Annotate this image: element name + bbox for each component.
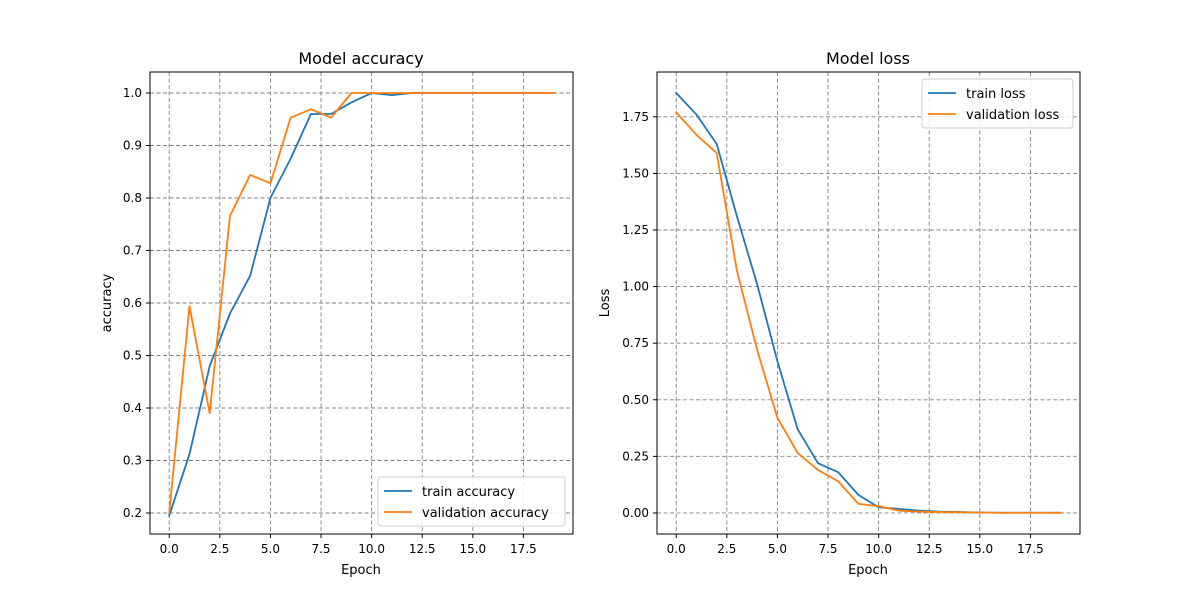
- loss-x-tick-label: 7.5: [818, 542, 837, 556]
- accuracy-series-line-train-accuracy: [168, 92, 555, 517]
- accuracy-y-tick-label: 0.2: [123, 506, 142, 520]
- accuracy-legend-box: [377, 476, 566, 527]
- loss-panel: Model loss Epoch Loss 0.0 2.5 5.0 7.5 10.0 12…: [598, 49, 1081, 578]
- loss-y-tick-label: 0.00: [622, 506, 649, 520]
- accuracy-series-line-validation-accuracy: [168, 92, 555, 514]
- accuracy-y-tick-label: 0.6: [123, 296, 142, 310]
- accuracy-y-tick-label: 0.3: [123, 454, 142, 468]
- loss-x-tick-label: 17.5: [1017, 542, 1044, 556]
- loss-legend: train loss validation loss: [921, 78, 1074, 129]
- loss-series-line-train-loss: [674, 91, 1062, 514]
- loss-x-tick-label: 12.5: [916, 542, 943, 556]
- accuracy-y-tick-label: 0.9: [123, 139, 142, 153]
- accuracy-legend: train accuracy validation accuracy: [377, 476, 566, 527]
- loss-legend-label: validation loss: [966, 108, 1059, 123]
- accuracy-x-tick-label: 15.0: [459, 542, 486, 556]
- accuracy-legend-label: validation accuracy: [422, 506, 549, 521]
- accuracy-y-tick-label: 1.0: [123, 86, 142, 100]
- accuracy-y-tick-label: 0.8: [123, 191, 142, 205]
- loss-legend-label: train loss: [966, 87, 1026, 102]
- accuracy-x-tick-label: 17.5: [510, 542, 537, 556]
- loss-x-axis-label: Epoch: [848, 563, 888, 578]
- loss-legend-box: [921, 78, 1074, 129]
- loss-y-tick-label: 1.25: [622, 223, 649, 237]
- loss-y-tick-label: 0.50: [622, 393, 649, 407]
- loss-y-tick-label: 1.00: [622, 280, 649, 294]
- accuracy-plot-frame: [149, 71, 574, 535]
- accuracy-x-tick-label: 2.5: [210, 542, 229, 556]
- accuracy-x-axis-label: Epoch: [341, 563, 381, 578]
- accuracy-panel: Model accuracy Epoch accuracy 0.0 2.5 5.0 7…: [100, 49, 574, 578]
- loss-y-tick-label: 0.25: [622, 449, 649, 463]
- accuracy-x-tick-label: 0.0: [160, 542, 179, 556]
- accuracy-y-tick-label: 0.4: [123, 401, 142, 415]
- loss-x-tick-label: 2.5: [717, 542, 736, 556]
- loss-y-tick-label: 1.50: [622, 166, 649, 180]
- loss-series-line-validation-loss: [674, 111, 1062, 514]
- loss-chart-title: Model loss: [826, 49, 910, 68]
- loss-x-tick-label: 15.0: [966, 542, 993, 556]
- loss-y-tick-label: 0.75: [622, 336, 649, 350]
- loss-x-tick-label: 10.0: [865, 542, 892, 556]
- accuracy-x-tick-label: 5.0: [261, 542, 280, 556]
- accuracy-y-tick-label: 0.5: [123, 349, 142, 363]
- loss-y-tick-label: 1.75: [622, 110, 649, 124]
- accuracy-y-axis-label: accuracy: [100, 273, 115, 332]
- loss-x-tick-label: 5.0: [768, 542, 787, 556]
- accuracy-y-tick-label: 0.7: [123, 244, 142, 258]
- loss-y-axis-label: Loss: [598, 289, 613, 318]
- accuracy-x-tick-label: 10.0: [358, 542, 385, 556]
- loss-plot-frame: [656, 71, 1081, 535]
- loss-x-tick-label: 0.0: [667, 542, 686, 556]
- accuracy-x-tick-label: 12.5: [409, 542, 436, 556]
- accuracy-legend-label: train accuracy: [422, 485, 515, 500]
- accuracy-x-tick-label: 7.5: [311, 542, 330, 556]
- accuracy-chart-title: Model accuracy: [298, 49, 423, 68]
